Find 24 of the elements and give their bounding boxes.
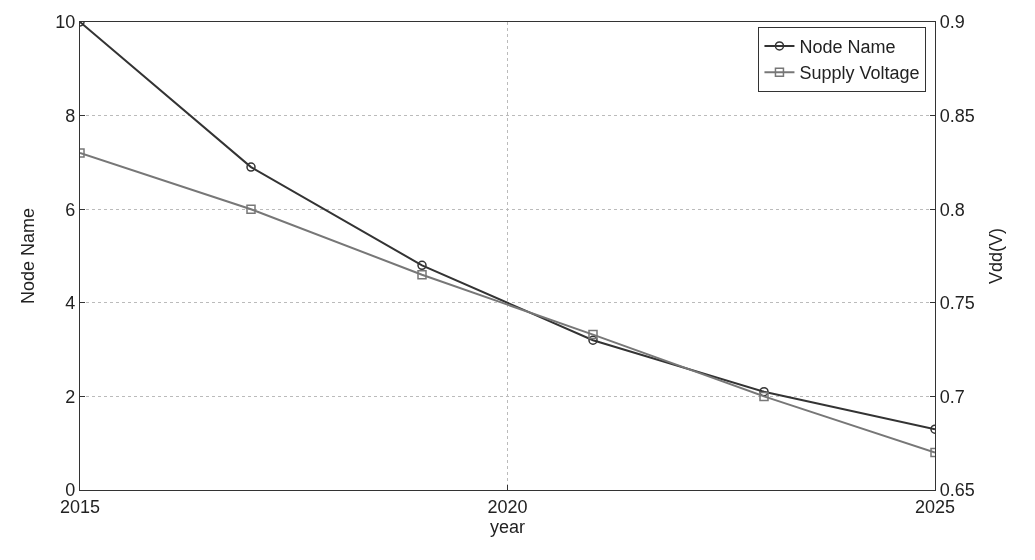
point [417,260,427,271]
legend-label: Node Name [799,36,896,57]
x-tick-label: 2020 [487,496,528,517]
y-tick-label: 6 [65,199,76,220]
y2-tick-label: 0.8 [939,199,965,220]
point [759,386,769,397]
y2-tick-label: 0.75 [939,293,975,314]
point [246,204,256,214]
point [246,162,256,172]
point [417,269,427,280]
y-tick-label: 10 [55,12,76,33]
y2-tick-label: 0.7 [939,386,965,407]
y2-tick-label: 0.85 [939,105,975,126]
y-tick-label: 8 [65,105,76,126]
y2-tick-label: 0.9 [939,12,965,33]
legend-label: Supply Voltage [799,63,920,84]
y-tick-label: 4 [65,293,76,314]
x-axis-title: year [489,516,526,537]
point [588,335,598,345]
y2-axis-title: Vdd(V) [985,227,1006,285]
point [588,329,598,340]
y-tick-label: 2 [65,386,76,407]
y-axis-title: Node Name [18,207,39,305]
point [759,391,769,402]
